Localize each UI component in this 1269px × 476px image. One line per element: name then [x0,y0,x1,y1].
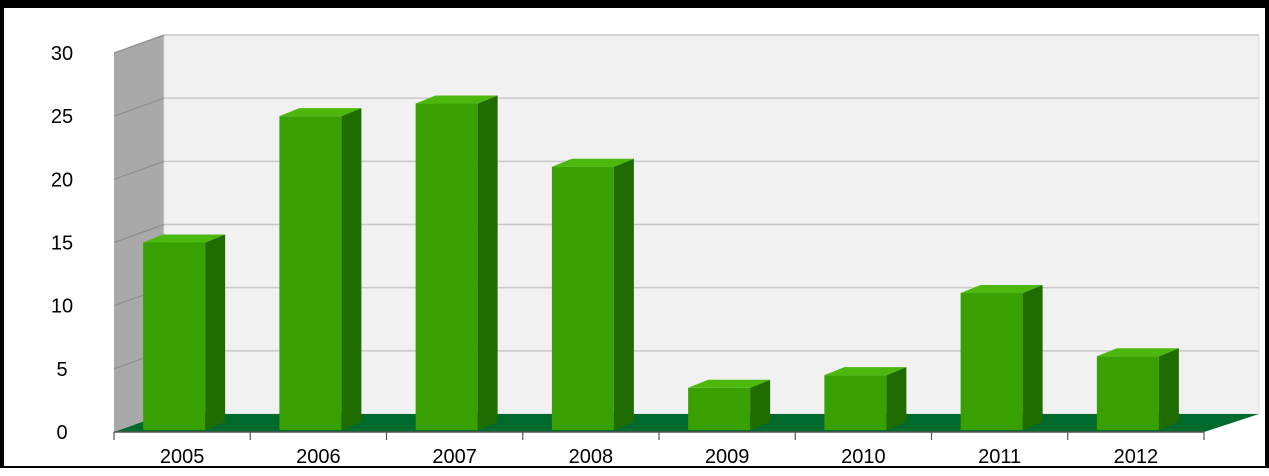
bar-top [1096,348,1179,357]
bar-top [279,108,362,117]
bar-front [960,293,1023,430]
bar-front [688,387,751,430]
bars [143,95,1179,431]
x-tick-label: 2008 [569,446,614,468]
x-tick-label: 2006 [296,446,341,468]
x-tick-label: 2007 [432,446,477,468]
bar-2006 [279,108,362,431]
bar-front [279,116,342,431]
bar-2009 [688,379,771,430]
bar-top [960,285,1043,294]
bar-2010 [824,367,907,430]
bar-side [1022,285,1043,430]
bar-side [205,234,226,430]
y-tick-label: 20 [51,169,73,191]
bar-2012 [1096,348,1179,430]
y-tick-label: 30 [51,43,73,65]
x-tick-label: 2011 [978,446,1021,468]
bar-front [143,242,206,430]
bar-front [415,103,478,431]
bar-chart: 0 5 10 15 20 25 30 2005 2006 2007 2008 2009 2010 201… [51,34,1260,468]
side-gridline [113,97,165,117]
bar-side [1158,348,1179,430]
bar-top [688,379,771,388]
x-tick-label: 2005 [160,446,205,468]
y-tick-label: 10 [51,296,73,318]
bar-2005 [143,234,226,430]
bar-side [341,108,362,431]
bar-side [613,158,634,430]
bar-front [1096,356,1159,430]
y-tick-label: 5 [56,359,67,381]
bar-top [824,367,907,376]
side-gridline [113,34,165,54]
y-tick-label: 15 [51,233,73,255]
x-axis-tick-labels: 2005 2006 2007 2008 2009 2010 2011 2012 [160,446,1158,468]
bar-2007 [415,95,498,431]
x-axis-ticks [113,432,1205,440]
bar-2008 [551,158,634,430]
y-tick-label: 25 [51,106,73,128]
y-axis-tick-labels: 0 5 10 15 20 25 30 [51,43,73,444]
bar-front [824,375,887,430]
side-gridline [113,160,165,180]
bar-top [415,95,498,104]
x-tick-label: 2012 [1114,446,1159,468]
bar-side [886,367,907,430]
bar-top [551,158,634,167]
bar-side [750,379,771,430]
x-tick-label: 2010 [841,446,886,468]
bar-front [551,166,614,430]
bar-2011 [960,285,1043,430]
y-tick-label: 0 [56,422,67,444]
bar-top [143,234,226,243]
bar-side [477,95,498,431]
side-gridline [113,223,165,244]
x-tick-label: 2009 [705,446,750,468]
